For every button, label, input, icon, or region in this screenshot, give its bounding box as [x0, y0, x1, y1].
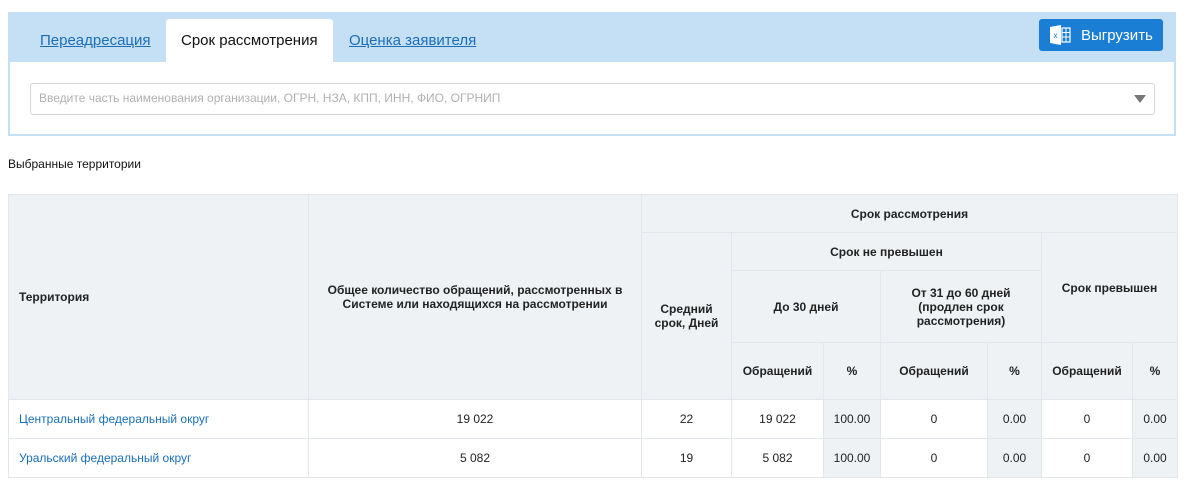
export-label: Выгрузить — [1081, 26, 1153, 44]
header-exceeded: Срок превышен — [1040, 232, 1179, 343]
tab-applicant-rating[interactable]: Оценка заявителя — [349, 32, 477, 49]
header-pct: % — [823, 342, 881, 400]
export-button[interactable]: x Выгрузить — [1039, 19, 1163, 51]
cell-count-30: 5 082 — [731, 438, 824, 478]
filter-panel: Переадресация Срок рассмотрения Оценка з… — [8, 12, 1176, 136]
cell-avg: 22 — [641, 399, 732, 439]
header-31-60: От 31 до 60 дней (продлен срок рассмотре… — [880, 270, 1042, 343]
cell-total: 19 022 — [308, 399, 642, 439]
cell-pct-exceeded: 0.00 — [1131, 438, 1179, 478]
header-pct: % — [987, 342, 1042, 400]
cell-pct-30: 100.00 — [823, 438, 881, 478]
cell-pct-60: 0.00 — [987, 438, 1042, 478]
tab-review-term[interactable]: Срок рассмотрения — [166, 19, 333, 62]
selected-territories-label: Выбранные территории — [8, 157, 141, 171]
territory-link[interactable]: Уральский федеральный округ — [19, 451, 192, 465]
header-total: Общее количество обращений, рассмотренны… — [308, 194, 642, 400]
cell-pct-30: 100.00 — [823, 399, 881, 439]
cell-count-30: 19 022 — [731, 399, 824, 439]
cell-pct-exceeded: 0.00 — [1131, 399, 1179, 439]
organization-search-input[interactable] — [31, 84, 1127, 112]
table-row: Центральный федеральный округ 19 022 22 … — [8, 399, 1179, 439]
table-row: Уральский федеральный округ 5 082 19 5 0… — [8, 438, 1179, 478]
header-upto-30: До 30 дней — [731, 270, 881, 343]
header-territory: Территория — [8, 194, 309, 400]
header-review-term: Срок рассмотрения — [640, 194, 1179, 233]
header-count: Обращений — [1041, 342, 1133, 400]
header-count: Обращений — [880, 342, 988, 400]
cell-count-exceeded: 0 — [1041, 438, 1133, 478]
cell-count-60: 0 — [880, 438, 988, 478]
review-term-table: Территория Общее количество обращений, р… — [8, 194, 1179, 478]
organization-search[interactable] — [30, 83, 1155, 115]
cell-count-exceeded: 0 — [1041, 399, 1133, 439]
cell-total: 5 082 — [308, 438, 642, 478]
cell-avg: 19 — [641, 438, 732, 478]
header-not-exceeded: Срок не превышен — [731, 232, 1042, 271]
cell-pct-60: 0.00 — [987, 399, 1042, 439]
header-avg-days: Средний срок, Дней — [641, 232, 732, 400]
tab-bar: Переадресация Срок рассмотрения Оценка з… — [10, 12, 1174, 62]
dropdown-arrow-icon[interactable] — [1134, 95, 1146, 103]
header-count: Обращений — [731, 342, 824, 400]
svg-text:x: x — [1054, 31, 1058, 40]
header-pct: % — [1131, 342, 1179, 400]
territory-link[interactable]: Центральный федеральный округ — [19, 412, 210, 426]
cell-count-60: 0 — [880, 399, 988, 439]
tab-redirect[interactable]: Переадресация — [40, 32, 151, 49]
excel-icon: x — [1050, 25, 1071, 45]
